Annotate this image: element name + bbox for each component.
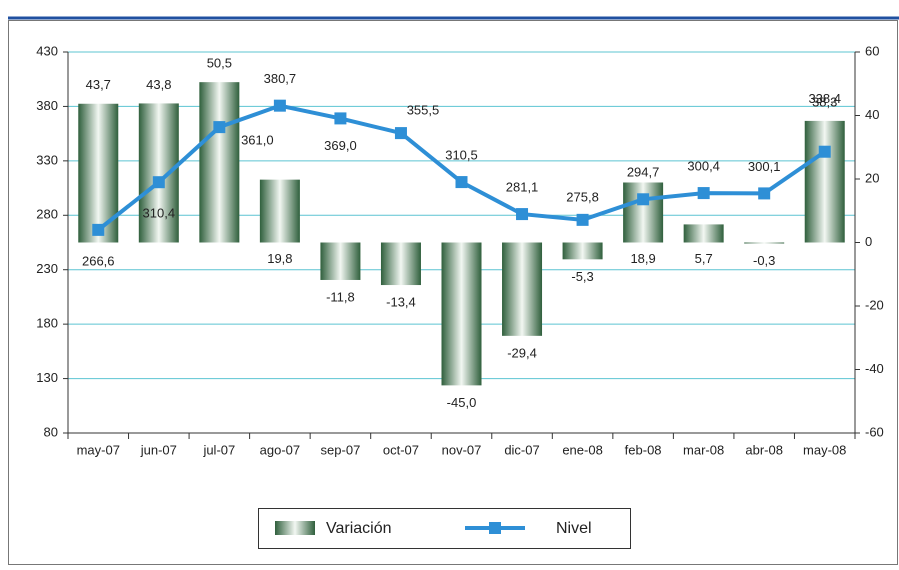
x-tick-label: nov-07	[442, 442, 482, 457]
x-tick-label: ene-08	[562, 442, 602, 457]
bar-value-label: 50,5	[207, 56, 232, 71]
bar	[199, 82, 240, 243]
line-value-label: 275,8	[566, 189, 599, 204]
line-value-label: 294,7	[627, 165, 660, 180]
bar-value-label: 43,8	[146, 77, 171, 92]
y2-tick-label: 40	[865, 107, 879, 122]
y2-tick-label: -40	[865, 361, 884, 376]
y-tick-label: 430	[36, 43, 58, 58]
y-tick-label: 330	[36, 152, 58, 167]
y-tick-label: 130	[36, 370, 58, 385]
x-tick-label: jul-07	[202, 442, 235, 457]
x-tick-label: sep-07	[321, 442, 361, 457]
line-value-label: 361,0	[241, 133, 274, 148]
bar	[320, 242, 361, 280]
x-tick-label: may-08	[803, 442, 846, 457]
bar-value-label: 5,7	[695, 251, 713, 266]
bar	[562, 242, 603, 260]
legend-label: Variación	[326, 520, 392, 537]
line-marker	[213, 121, 226, 134]
bar-value-label: 18,9	[630, 251, 655, 266]
line-marker	[697, 187, 710, 200]
bar-value-label: -11,8	[326, 289, 355, 304]
y2-tick-label: 20	[865, 170, 879, 185]
x-tick-label: may-07	[77, 442, 120, 457]
line-marker	[818, 145, 831, 158]
line-value-label: 380,7	[264, 71, 297, 86]
line-value-label: 266,6	[82, 253, 115, 268]
x-tick-label: dic-07	[504, 442, 539, 457]
bar-value-label: -29,4	[507, 345, 537, 360]
x-tick-label: feb-08	[625, 442, 662, 457]
line-marker	[516, 208, 529, 221]
bar	[259, 179, 300, 243]
line-value-label: 310,4	[143, 206, 176, 221]
bar-value-label: -0,3	[753, 253, 775, 268]
x-tick-label: jun-07	[140, 442, 177, 457]
y-tick-label: 180	[36, 316, 58, 331]
y2-tick-label: -60	[865, 424, 884, 439]
line-marker	[576, 213, 589, 226]
y-tick-label: 280	[36, 207, 58, 222]
y-tick-label: 230	[36, 261, 58, 276]
bar-value-label: 43,7	[86, 77, 111, 92]
bar-value-label: -5,3	[571, 269, 593, 284]
y-tick-label: 80	[44, 424, 58, 439]
bar	[683, 224, 724, 243]
legend-marker	[489, 522, 501, 534]
bar-value-label: 19,8	[267, 251, 292, 266]
line-value-label: 338,4	[808, 91, 841, 106]
bar	[138, 103, 179, 243]
line-marker	[394, 127, 407, 140]
x-tick-label: ago-07	[260, 442, 300, 457]
line-marker	[92, 223, 105, 236]
legend-swatch	[275, 521, 315, 535]
bar-value-label: -45,0	[447, 395, 477, 410]
y2-tick-label: 60	[865, 43, 879, 58]
line-value-label: 300,4	[687, 159, 720, 174]
legend: Variación Nivel	[258, 508, 631, 549]
line-value-label: 355,5	[407, 103, 440, 118]
line-value-label: 310,5	[445, 148, 478, 163]
bar	[804, 120, 845, 243]
legend-box	[258, 508, 631, 549]
line-value-label: 281,1	[506, 180, 539, 195]
line-value-label: 300,1	[748, 159, 781, 174]
bar	[78, 103, 119, 243]
bar-value-label: -13,4	[386, 294, 416, 309]
y-tick-label: 380	[36, 98, 58, 113]
bar	[623, 182, 664, 243]
line-marker	[273, 99, 286, 112]
x-tick-label: oct-07	[383, 442, 419, 457]
y2-tick-label: 0	[865, 234, 872, 249]
bar	[380, 242, 421, 286]
line-marker	[455, 176, 468, 189]
line-marker	[152, 176, 165, 189]
legend-label: Nivel	[556, 520, 592, 537]
bar	[441, 242, 482, 386]
bar	[502, 242, 543, 336]
line-value-label: 369,0	[324, 138, 357, 153]
bar	[744, 242, 785, 244]
bar-value-label: 38,3	[812, 94, 837, 109]
x-tick-label: abr-08	[745, 442, 783, 457]
line-marker	[758, 187, 771, 200]
y2-tick-label: -20	[865, 297, 884, 312]
x-tick-label: mar-08	[683, 442, 724, 457]
line-marker	[637, 193, 650, 206]
line-marker	[334, 112, 347, 125]
